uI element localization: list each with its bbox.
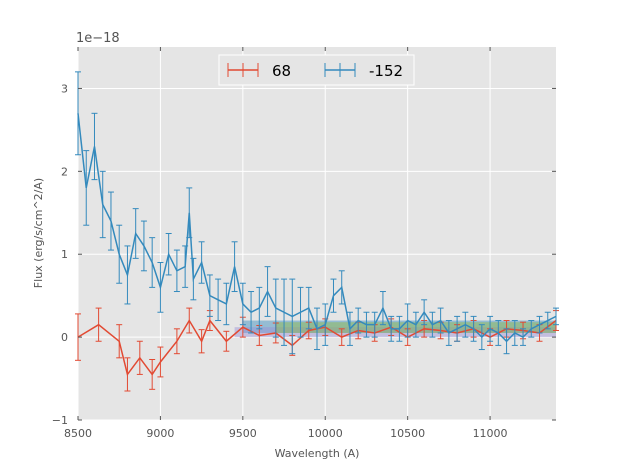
x-tick-label: 8500: [64, 427, 92, 440]
series-line: [77, 113, 557, 343]
y-tick-label: 2: [61, 165, 68, 178]
x-tick-label: 9500: [229, 427, 257, 440]
shaded-band-2: [234, 327, 556, 338]
series-2: [75, 71, 559, 355]
grid-lines: [77, 47, 556, 421]
legend-label: -152: [369, 62, 403, 80]
axis-ticks: 8500 9000 9500 10000 10500 11000 −1 0 1 2 3: [52, 47, 556, 440]
legend: 68 -152: [218, 54, 415, 86]
plot-area: [78, 47, 556, 420]
series-layer: [75, 71, 559, 392]
y-axis-label: Flux (erg/s/cm^2/A): [32, 178, 45, 288]
x-tick-label: 10000: [308, 427, 343, 440]
x-tick-label: 9000: [146, 427, 174, 440]
y-tick-label: −1: [52, 414, 68, 427]
series-line: [77, 319, 557, 377]
x-tick-label: 10500: [390, 427, 425, 440]
legend-entry-2: -152: [324, 62, 403, 80]
legend-entry-1: 68: [227, 62, 291, 80]
y-tick-label: 3: [61, 82, 68, 95]
x-tick-label: 11000: [473, 427, 508, 440]
x-axis-label: Wavelength (A): [275, 447, 360, 460]
y-offset-label: 1e−18: [76, 31, 120, 46]
y-tick-label: 1: [61, 248, 68, 261]
legend-label: 68: [272, 62, 291, 80]
y-tick-label: 0: [61, 331, 68, 344]
